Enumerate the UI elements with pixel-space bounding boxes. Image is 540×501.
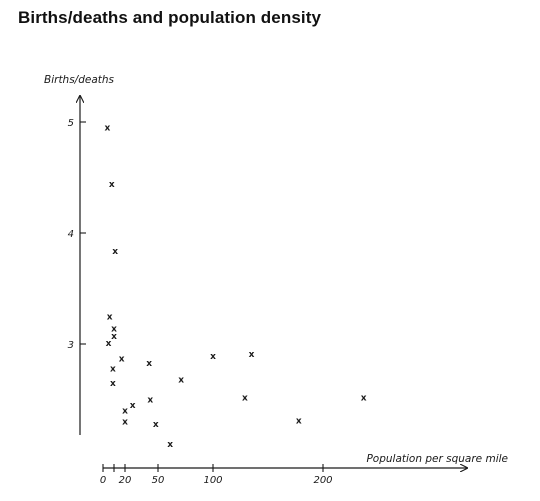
x-tick-label: 20 — [119, 475, 132, 486]
data-point: x — [167, 440, 173, 450]
data-point: x — [242, 393, 248, 403]
data-point: x — [296, 417, 302, 427]
data-point: x — [107, 312, 113, 322]
data-point: x — [106, 339, 112, 349]
data-point: x — [110, 379, 116, 389]
data-point: x — [153, 420, 159, 430]
x-tick-label: 0 — [100, 475, 106, 486]
data-point: x — [122, 418, 128, 428]
x-tick-label: 100 — [203, 475, 222, 486]
data-point: x — [109, 180, 115, 190]
x-tick-label: 200 — [313, 475, 332, 486]
data-point: x — [146, 359, 152, 369]
data-point: x — [130, 401, 136, 411]
data-point: x — [112, 247, 118, 257]
data-point: x — [119, 354, 125, 364]
x-axis-label: Population per square mile — [366, 453, 508, 465]
data-point: x — [147, 396, 153, 406]
y-tick-label: 3 — [68, 340, 74, 351]
data-point: x — [111, 324, 117, 334]
data-point: x — [104, 124, 110, 134]
data-point: x — [210, 352, 216, 362]
y-tick-label: 5 — [68, 118, 74, 129]
data-point: x — [249, 350, 255, 360]
data-point: x — [111, 332, 117, 342]
data-point: x — [110, 364, 116, 374]
y-tick-label: 4 — [68, 229, 74, 240]
page-title: Births/deaths and population density — [18, 8, 322, 27]
axis-labels: Births/deaths Population per square mile — [44, 74, 508, 465]
data-point: x — [122, 407, 128, 417]
x-tick-label: 50 — [152, 475, 165, 486]
data-point: x — [361, 393, 367, 403]
data-point: x — [178, 376, 184, 386]
y-axis-label: Births/deaths — [44, 74, 115, 86]
